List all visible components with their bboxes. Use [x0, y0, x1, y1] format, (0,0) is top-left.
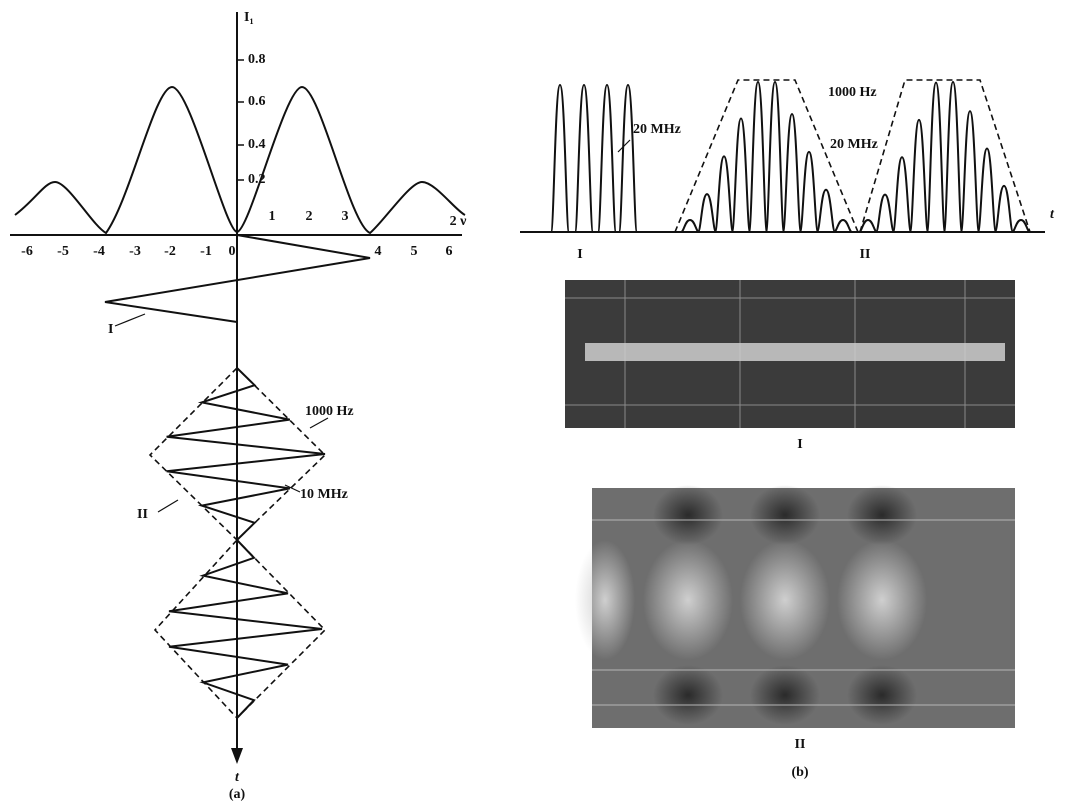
carrier-label: 20 MHz [830, 137, 878, 152]
leader [310, 418, 328, 428]
pulse [619, 85, 637, 232]
time-label: t [1050, 207, 1055, 222]
y-tick-label: 0.4 [248, 137, 266, 152]
leader [115, 314, 145, 326]
oscillogram-i [565, 280, 1015, 428]
pulse [598, 85, 616, 232]
x-tick-label: 5 [411, 244, 418, 259]
x-tick-label: 1 [269, 209, 276, 224]
pulse [698, 194, 716, 232]
carrier-label: 20 MHz [633, 122, 681, 137]
curve-label: II [137, 507, 148, 522]
carrier-wave [167, 368, 325, 718]
envelope-label: 1000 Hz [828, 85, 877, 100]
x-tick-label: -4 [93, 244, 105, 259]
x-tick-label: 2 [306, 209, 313, 224]
caption: (a) [229, 787, 246, 802]
pulse [893, 157, 911, 232]
x-axis-label: 2 ν [450, 214, 468, 229]
x-tick-label: -2 [164, 244, 176, 259]
pulse [766, 82, 784, 232]
y-tick-label: 0.8 [248, 52, 266, 67]
pulse-train [551, 82, 1030, 232]
carrier-label: 10 MHz [300, 487, 348, 502]
leader [158, 500, 178, 512]
pulse [817, 190, 835, 232]
spectrum-curve [15, 87, 465, 233]
x-tick-label: 3 [342, 209, 349, 224]
pulse [715, 156, 733, 232]
pulse [876, 195, 894, 232]
oscillogram-ii [575, 485, 1015, 728]
pulse [800, 152, 818, 232]
group-label: II [860, 247, 871, 262]
pulse [783, 114, 801, 232]
x-tick-label: -5 [57, 244, 69, 259]
y-tick-label: 0.6 [248, 94, 266, 109]
pulse [961, 111, 979, 232]
ticks [237, 60, 244, 180]
pulse [749, 82, 767, 232]
x-tick-label: 6 [446, 244, 453, 259]
x-tick-label: 0 [229, 244, 236, 259]
pulse [859, 220, 877, 232]
x-tick-label: -6 [21, 244, 33, 259]
y-axis-label: I₁ [244, 10, 254, 25]
figure: I₁ 0.8 0.6 0.4 0.2 1 2 3 2 ν -6 -5 -4 -3… [0, 0, 1090, 803]
photo-label: II [795, 737, 806, 752]
panel-a: I₁ 0.8 0.6 0.4 0.2 1 2 3 2 ν -6 -5 -4 -3… [10, 10, 467, 802]
pulse [575, 85, 593, 232]
time-label: t [235, 770, 240, 785]
x-tick-label: -3 [129, 244, 141, 259]
pulse [995, 186, 1013, 232]
caption: (b) [791, 765, 808, 780]
curve-label: I [108, 322, 113, 337]
pulse [732, 118, 750, 232]
x-tick-label: -1 [200, 244, 212, 259]
pulse [978, 148, 996, 232]
pulse [944, 82, 962, 232]
pulse [834, 220, 852, 232]
pulse [681, 220, 699, 232]
pulse [910, 120, 928, 232]
pulse [551, 85, 569, 232]
axis-arrow [231, 748, 243, 764]
pulse [927, 83, 945, 232]
photo-label: I [797, 437, 802, 452]
group-label: I [577, 247, 582, 262]
x-tick-label: 4 [375, 244, 382, 259]
panel-b: 20 MHz 1000 Hz 20 MHz t I II I [520, 80, 1055, 780]
envelope-label: 1000 Hz [305, 404, 354, 419]
y-tick-label: 0.2 [248, 172, 266, 187]
